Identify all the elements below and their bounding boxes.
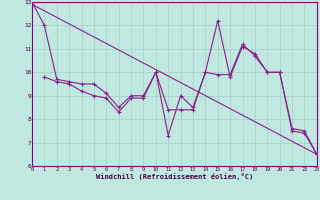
X-axis label: Windchill (Refroidissement éolien,°C): Windchill (Refroidissement éolien,°C) — [96, 173, 253, 180]
